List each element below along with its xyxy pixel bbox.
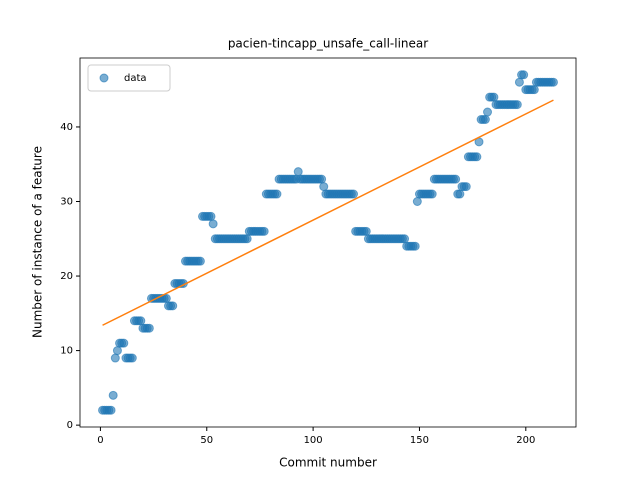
data-point xyxy=(461,182,471,192)
data-point xyxy=(106,405,116,415)
data-point xyxy=(136,316,146,326)
y-tick-label: 40 xyxy=(60,122,73,133)
data-point xyxy=(472,152,482,162)
y-tick-label: 30 xyxy=(60,197,73,208)
data-point xyxy=(489,92,499,102)
data-point xyxy=(293,167,303,177)
data-point xyxy=(259,226,269,236)
data-point xyxy=(112,346,122,356)
data-point xyxy=(168,301,178,311)
data-point xyxy=(195,256,205,266)
axes-frame xyxy=(79,57,577,428)
data-point xyxy=(144,323,154,333)
data-point xyxy=(361,226,371,236)
data-point xyxy=(548,77,558,87)
data-point xyxy=(208,219,218,229)
data-point xyxy=(110,353,120,363)
data-point xyxy=(410,241,420,251)
data-point xyxy=(108,390,118,400)
x-tick-label: 100 xyxy=(304,435,323,446)
data-point xyxy=(480,115,490,124)
data-point xyxy=(317,174,327,184)
data-point xyxy=(242,234,252,244)
data-point xyxy=(400,234,410,244)
y-tick-label: 20 xyxy=(60,271,73,282)
x-tick-label: 50 xyxy=(200,435,213,446)
data-point xyxy=(512,100,522,110)
data-point xyxy=(206,211,216,221)
data-point xyxy=(349,189,359,199)
y-tick-label: 0 xyxy=(67,420,73,431)
data-point xyxy=(319,182,329,192)
data-point xyxy=(483,107,493,117)
legend-box xyxy=(87,64,171,92)
chart-title: pacien-tincapp_unsafe_call-linear xyxy=(228,37,428,51)
data-point xyxy=(127,353,137,363)
data-point xyxy=(451,174,461,184)
data-point xyxy=(427,189,437,199)
data-point xyxy=(455,189,465,199)
data-point xyxy=(514,77,524,87)
data-point xyxy=(519,70,529,80)
y-tick-label: 10 xyxy=(60,346,73,357)
data-point xyxy=(529,85,539,95)
data-point xyxy=(272,189,282,199)
y-axis-label: Number of instance of a feature xyxy=(31,146,45,338)
data-point xyxy=(412,197,422,206)
x-axis-label: Commit number xyxy=(279,456,377,470)
fit-line xyxy=(102,99,554,326)
x-tick-label: 200 xyxy=(516,435,535,446)
x-tick-label: 0 xyxy=(97,435,103,446)
x-tick-label: 150 xyxy=(410,435,429,446)
legend-label: data xyxy=(124,73,147,84)
legend-marker xyxy=(99,73,109,83)
data-point xyxy=(119,338,129,348)
